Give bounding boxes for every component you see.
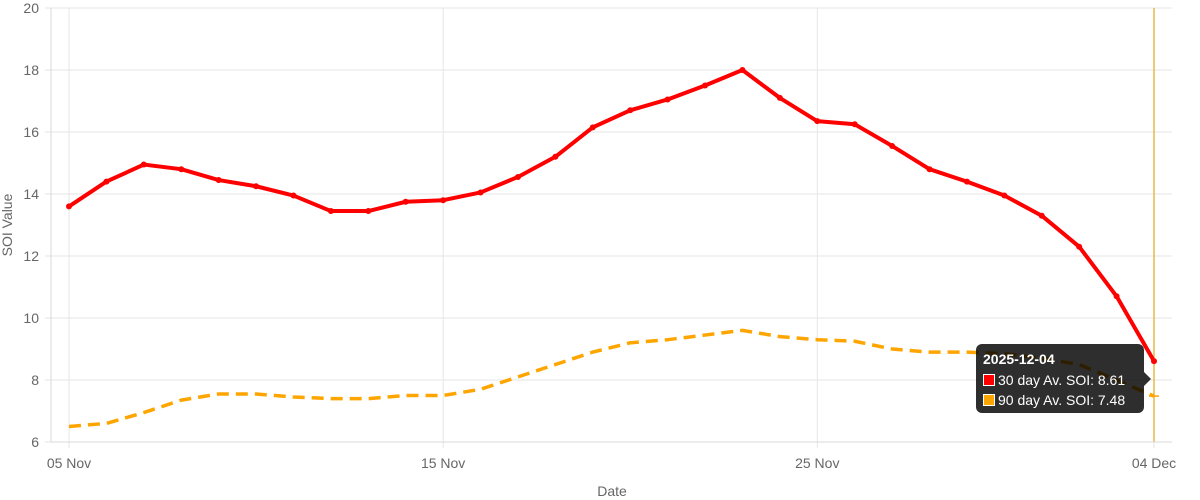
- tooltip-title: 2025-12-04: [983, 351, 1055, 367]
- data-point-30day: [702, 82, 709, 89]
- data-point-30day: [926, 166, 933, 173]
- data-point-30day: [963, 178, 970, 185]
- tooltip-label-30day: 30 day Av. SOI: 8.61: [998, 372, 1126, 388]
- data-point-30day: [402, 198, 409, 205]
- data-point-30day: [327, 208, 334, 215]
- y-tick-label: 12: [23, 248, 39, 264]
- data-point-30day: [215, 177, 222, 184]
- data-point-30day: [514, 173, 521, 180]
- data-point-30day: [739, 67, 746, 73]
- data-point-30day: [889, 142, 896, 149]
- series-line-90day: [68, 328, 1155, 429]
- legend-swatch-90day: [983, 394, 995, 406]
- x-axis-title: Date: [597, 483, 627, 499]
- data-point-30day: [365, 208, 372, 215]
- grid: [51, 7, 1172, 443]
- data-point-30day: [440, 197, 447, 204]
- tooltip-label-90day: 90 day Av. SOI: 7.48: [998, 392, 1126, 408]
- data-point-30day: [290, 192, 297, 199]
- y-tick-label: 14: [23, 186, 39, 202]
- data-point-30day: [253, 183, 260, 190]
- tooltip-row-30day: 30 day Av. SOI: 8.61: [983, 370, 1137, 390]
- x-tick-label: 15 Nov: [421, 455, 465, 471]
- tooltip: 2025-12-04 30 day Av. SOI: 8.61 90 day A…: [976, 344, 1151, 413]
- y-tick-label: 10: [23, 310, 39, 326]
- data-point-30day: [1151, 358, 1157, 365]
- x-tick-label: 04 Dec: [1132, 455, 1176, 471]
- data-point-30day: [851, 121, 858, 128]
- data-point-30day: [140, 161, 147, 168]
- data-point-30day: [627, 107, 634, 114]
- data-point-30day: [814, 118, 821, 125]
- data-point-30day: [776, 94, 783, 101]
- data-point-30day: [178, 166, 185, 173]
- data-point-30day: [1038, 212, 1045, 219]
- series: [66, 67, 1159, 429]
- x-tick-label: 05 Nov: [47, 455, 91, 471]
- series-line-30day: [67, 68, 1156, 364]
- y-axis-title: SOI Value: [0, 193, 15, 256]
- data-point-30day: [1076, 243, 1083, 250]
- axes: 6 8 10 12 14 16 18 20 05 Nov 15 Nov 25 Nov 04 Dec: [23, 0, 1176, 471]
- data-point-30day: [1113, 293, 1120, 300]
- y-tick-label: 18: [23, 62, 39, 78]
- y-tick-label: 6: [31, 434, 39, 450]
- data-point-30day: [552, 153, 559, 160]
- data-point-30day: [103, 178, 110, 185]
- x-tick-label: 25 Nov: [795, 455, 839, 471]
- data-point-30day: [1001, 192, 1008, 199]
- data-point-30day: [66, 203, 72, 210]
- y-tick-label: 8: [31, 372, 39, 388]
- y-tick-label: 16: [23, 124, 39, 140]
- data-point-30day: [477, 189, 484, 196]
- y-tick-label: 20: [23, 0, 39, 16]
- legend-swatch-30day: [983, 374, 995, 386]
- tooltip-row-90day: 90 day Av. SOI: 7.48: [983, 390, 1137, 410]
- data-point-30day: [664, 96, 671, 103]
- data-point-30day: [589, 124, 596, 131]
